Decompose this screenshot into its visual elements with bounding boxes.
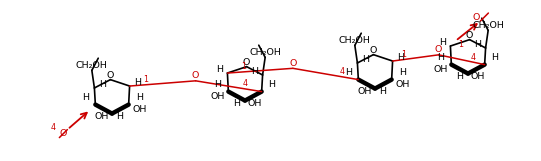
Text: OH: OH bbox=[433, 65, 447, 74]
Text: H: H bbox=[134, 78, 141, 87]
Text: O: O bbox=[192, 71, 199, 80]
Text: OH: OH bbox=[358, 87, 372, 96]
Text: H: H bbox=[491, 53, 498, 62]
Text: CH₂OH: CH₂OH bbox=[339, 36, 371, 45]
Text: OH: OH bbox=[471, 72, 485, 81]
Text: 4: 4 bbox=[471, 53, 476, 62]
Text: O: O bbox=[473, 13, 480, 22]
Text: CH₂OH: CH₂OH bbox=[249, 48, 281, 57]
Text: H: H bbox=[82, 93, 89, 102]
Text: H: H bbox=[251, 67, 258, 76]
Text: H: H bbox=[362, 55, 369, 64]
Text: H: H bbox=[379, 87, 386, 96]
Text: 1: 1 bbox=[401, 50, 407, 59]
Text: OH: OH bbox=[210, 92, 225, 101]
Text: H: H bbox=[99, 80, 106, 90]
Text: OH: OH bbox=[95, 112, 109, 121]
Text: CH₂OH: CH₂OH bbox=[76, 61, 108, 70]
Text: 4: 4 bbox=[242, 79, 248, 88]
Text: H: H bbox=[439, 38, 446, 47]
Text: O: O bbox=[60, 129, 67, 138]
Text: CH₂OH: CH₂OH bbox=[472, 21, 504, 30]
Text: H: H bbox=[136, 93, 143, 102]
Text: OH: OH bbox=[395, 80, 410, 89]
Text: 4: 4 bbox=[340, 67, 345, 76]
Text: H: H bbox=[457, 72, 464, 81]
Text: 1: 1 bbox=[241, 62, 246, 71]
Text: O: O bbox=[107, 71, 114, 80]
Text: H: H bbox=[216, 65, 223, 74]
Text: H: H bbox=[397, 52, 404, 62]
Text: O: O bbox=[466, 31, 473, 40]
Text: 4: 4 bbox=[51, 123, 56, 132]
Text: H: H bbox=[437, 53, 444, 62]
Text: 1: 1 bbox=[143, 75, 149, 84]
Text: OH: OH bbox=[133, 105, 147, 114]
Text: O: O bbox=[243, 58, 250, 67]
Text: 1: 1 bbox=[458, 40, 463, 48]
Text: O: O bbox=[289, 59, 296, 68]
Text: H: H bbox=[234, 99, 241, 108]
Text: H: H bbox=[345, 68, 352, 77]
Text: H: H bbox=[474, 40, 481, 49]
Text: H: H bbox=[214, 80, 221, 89]
Text: O: O bbox=[435, 45, 443, 54]
Text: H: H bbox=[116, 112, 123, 121]
Text: H: H bbox=[268, 80, 275, 89]
Text: O: O bbox=[370, 46, 377, 55]
Text: OH: OH bbox=[248, 99, 262, 108]
Text: H: H bbox=[399, 68, 406, 77]
